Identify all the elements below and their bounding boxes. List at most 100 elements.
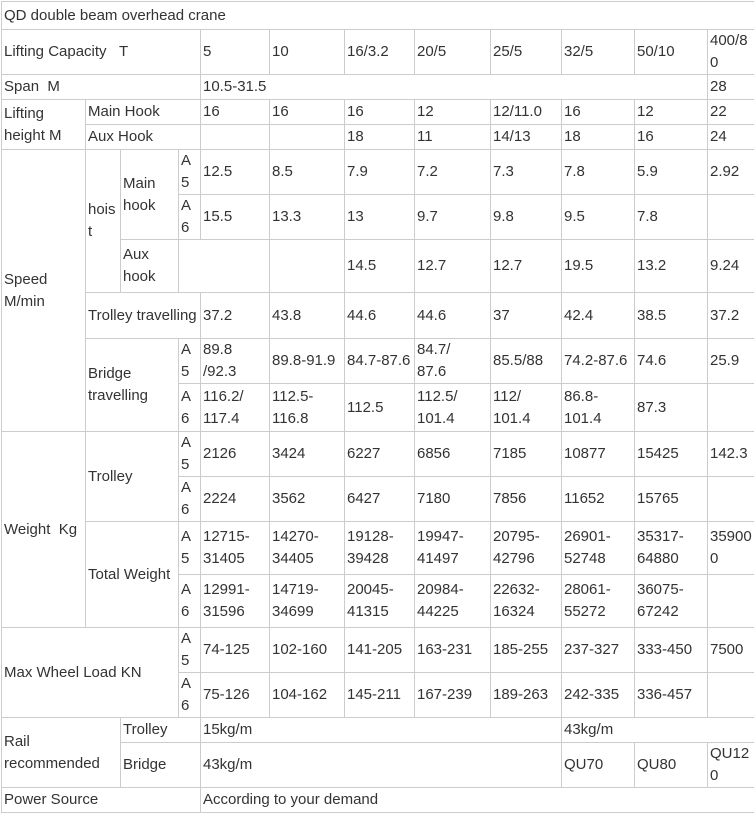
- class-label-a6: A6: [179, 477, 201, 522]
- main-hook-height-value: 12/11.0: [491, 100, 562, 125]
- speed-main-a5-value: 5.9: [635, 150, 708, 195]
- speed-aux-empty-cell: [179, 240, 270, 293]
- row-label-lifting-height: Lifting height M: [2, 100, 86, 150]
- speed-bridge-a5-value: 89.8-91.9: [270, 339, 345, 384]
- max-wheel-a5-value: 74-125: [201, 628, 270, 673]
- main-hook-height-value: 16: [201, 100, 270, 125]
- weight-trolley-a6-value: 2224: [201, 477, 270, 522]
- max-wheel-a5-value: 237-327: [562, 628, 635, 673]
- max-wheel-a5-value: 102-160: [270, 628, 345, 673]
- class-label-a5: A5: [179, 339, 201, 384]
- aux-hook-height-value: 14/13: [491, 125, 562, 150]
- weight-trolley-a5-value: 3424: [270, 432, 345, 477]
- class-label-a5: A5: [179, 432, 201, 477]
- speed-bridge-a5-value: 74.6: [635, 339, 708, 384]
- aux-hook-height-value: 11: [415, 125, 491, 150]
- weight-total-a6-value: 20984- 44225: [415, 575, 491, 628]
- speed-main-a6-value: [708, 195, 754, 240]
- rail-trolley-right-value: 43kg/m: [562, 718, 754, 743]
- row-label-speed: Speed M/min: [2, 150, 86, 432]
- speed-trolley-value: 37.2: [201, 293, 270, 339]
- span-main-value: 10.5-31.5: [201, 75, 708, 100]
- speed-aux-value: 12.7: [491, 240, 562, 293]
- rail-bridge-left-value: 43kg/m: [201, 743, 562, 788]
- row-label-total-weight: Total Weight: [86, 522, 179, 628]
- speed-bridge-a6-value: 112/ 101.4: [491, 384, 562, 432]
- speed-main-a6-value: 13: [345, 195, 415, 240]
- speed-main-a6-value: 9.8: [491, 195, 562, 240]
- weight-total-a6-value: 22632- 16324: [491, 575, 562, 628]
- row-label-speed-main-hook: Main hook: [121, 150, 179, 240]
- max-wheel-a6-value: 242-335: [562, 673, 635, 718]
- class-label-a5: A5: [179, 628, 201, 673]
- weight-trolley-a6-value: 6427: [345, 477, 415, 522]
- weight-trolley-a6-value: 7856: [491, 477, 562, 522]
- main-hook-height-value: 16: [270, 100, 345, 125]
- main-hook-height-value: 22: [708, 100, 754, 125]
- speed-bridge-a6-value: 112.5: [345, 384, 415, 432]
- max-wheel-a6-value: [708, 673, 754, 718]
- speed-bridge-a6-value: 87.3: [635, 384, 708, 432]
- aux-hook-height-value: [270, 125, 345, 150]
- max-wheel-a5-value: 141-205: [345, 628, 415, 673]
- speed-main-a6-value: 9.7: [415, 195, 491, 240]
- speed-main-a6-value: 9.5: [562, 195, 635, 240]
- capacity-col-header: 32/5: [562, 30, 635, 75]
- weight-total-a5-value: 19947- 41497: [415, 522, 491, 575]
- capacity-col-header: 10: [270, 30, 345, 75]
- speed-main-a5-value: 7.3: [491, 150, 562, 195]
- row-label-hoist: hoist: [86, 150, 121, 293]
- weight-total-a6-value: 14719- 34699: [270, 575, 345, 628]
- class-label-a6: A6: [179, 195, 201, 240]
- speed-trolley-value: 37: [491, 293, 562, 339]
- speed-trolley-value: 42.4: [562, 293, 635, 339]
- class-label-a5: A5: [179, 150, 201, 195]
- aux-hook-height-value: [201, 125, 270, 150]
- weight-total-a5-value: 12715- 31405: [201, 522, 270, 575]
- speed-main-a5-value: 7.8: [562, 150, 635, 195]
- speed-bridge-a6-value: 116.2/ 117.4: [201, 384, 270, 432]
- weight-total-a6-value: [708, 575, 754, 628]
- capacity-col-header: 20/5: [415, 30, 491, 75]
- row-label-bridge-travelling: Bridge travelling: [86, 339, 179, 432]
- weight-trolley-a6-value: 15765: [635, 477, 708, 522]
- speed-bridge-a5-value: 85.5/88: [491, 339, 562, 384]
- row-label-rail-bridge: Bridge: [121, 743, 201, 788]
- speed-trolley-value: 38.5: [635, 293, 708, 339]
- row-label-rail-trolley: Trolley: [121, 718, 201, 743]
- max-wheel-a6-value: 336-457: [635, 673, 708, 718]
- row-label-speed-aux-hook: Aux hook: [121, 240, 179, 293]
- speed-trolley-value: 44.6: [345, 293, 415, 339]
- class-label-a6: A6: [179, 673, 201, 718]
- max-wheel-a6-value: 145-211: [345, 673, 415, 718]
- weight-trolley-a5-value: 7185: [491, 432, 562, 477]
- row-label-power-source: Power Source: [2, 788, 201, 813]
- class-label-a6: A6: [179, 575, 201, 628]
- weight-total-a5-value: 26901- 52748: [562, 522, 635, 575]
- speed-aux-value: 19.5: [562, 240, 635, 293]
- capacity-col-header: 25/5: [491, 30, 562, 75]
- weight-total-a5-value: 359000: [708, 522, 754, 575]
- max-wheel-a5-value: 185-255: [491, 628, 562, 673]
- row-label-weight: Weight Kg: [2, 432, 86, 628]
- max-wheel-a6-value: 167-239: [415, 673, 491, 718]
- main-hook-height-value: 12: [415, 100, 491, 125]
- speed-bridge-a5-value: 25.9: [708, 339, 754, 384]
- speed-main-a5-value: 12.5: [201, 150, 270, 195]
- speed-bridge-a6-value: [708, 384, 754, 432]
- speed-main-a5-value: 7.9: [345, 150, 415, 195]
- weight-trolley-a5-value: 6856: [415, 432, 491, 477]
- row-label-span: Span M: [2, 75, 201, 100]
- max-wheel-a6-value: 104-162: [270, 673, 345, 718]
- row-label-max-wheel-load: Max Wheel Load KN: [2, 628, 179, 718]
- weight-total-a6-value: 20045- 41315: [345, 575, 415, 628]
- row-label-weight-trolley: Trolley: [86, 432, 179, 522]
- main-hook-height-value: 16: [562, 100, 635, 125]
- weight-trolley-a5-value: 2126: [201, 432, 270, 477]
- weight-total-a5-value: 35317- 64880: [635, 522, 708, 575]
- weight-trolley-a5-value: 6227: [345, 432, 415, 477]
- speed-aux-value: [270, 240, 345, 293]
- speed-trolley-value: 44.6: [415, 293, 491, 339]
- rail-bridge-qu70-value: QU70: [562, 743, 635, 788]
- speed-bridge-a6-value: 112.5- 116.8: [270, 384, 345, 432]
